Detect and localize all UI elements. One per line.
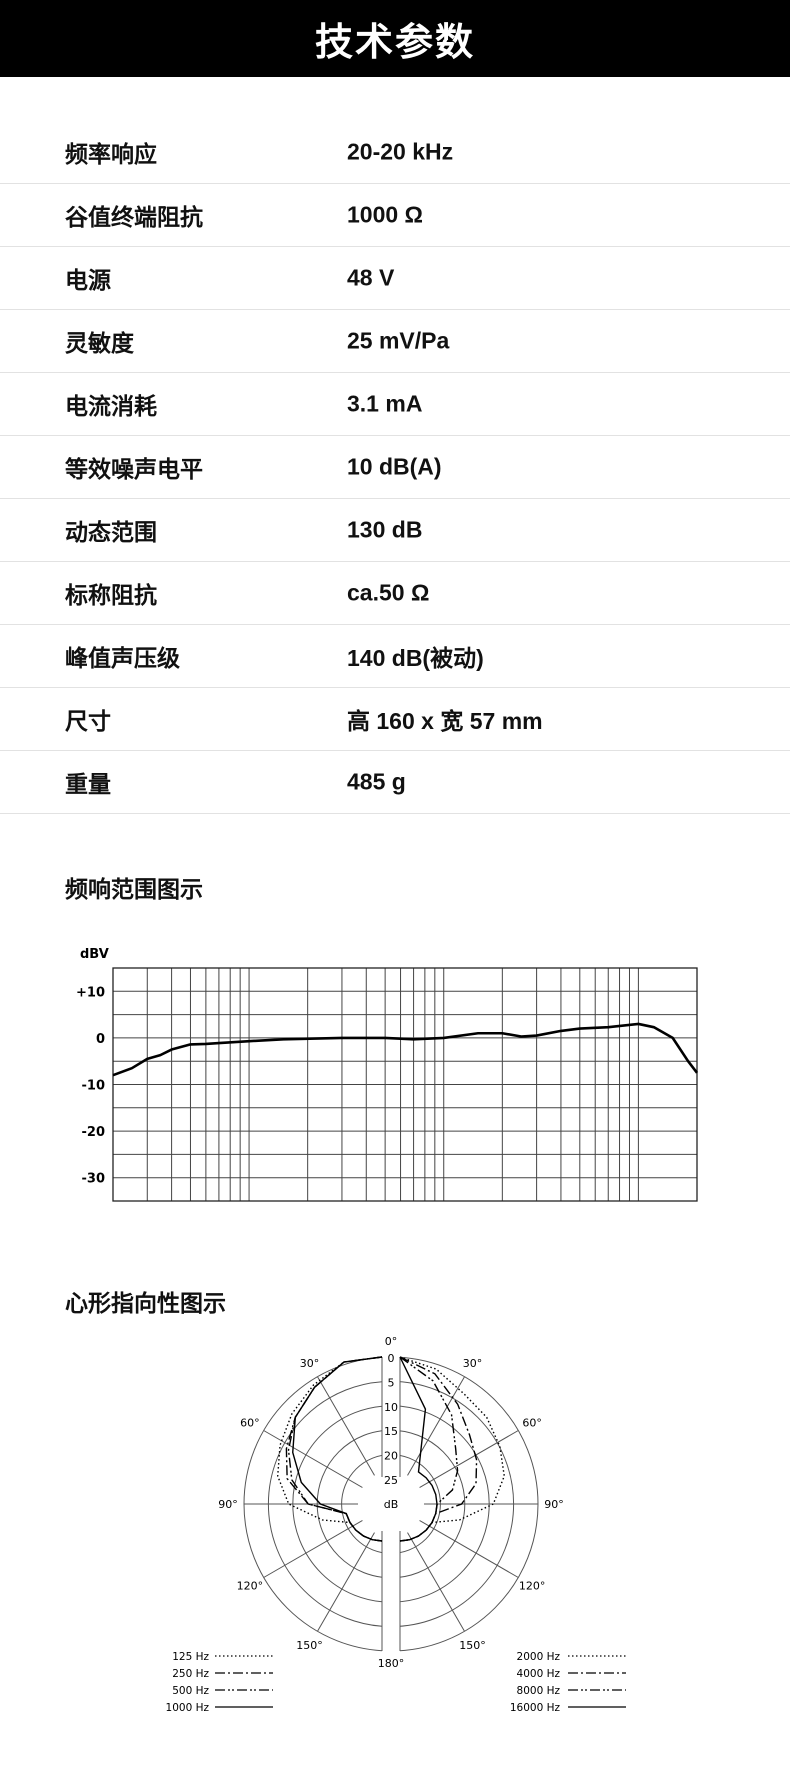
spec-row: 动态范围 130 dB bbox=[0, 498, 790, 562]
spec-label: 动态范围 bbox=[65, 518, 157, 545]
ring-label: 15 bbox=[384, 1425, 398, 1438]
y-tick-label: 0 bbox=[96, 1032, 105, 1047]
ring-label: 25 bbox=[384, 1474, 398, 1487]
ring-label: 10 bbox=[384, 1401, 398, 1414]
angle-label: 90° bbox=[218, 1498, 238, 1511]
spec-label: 尺寸 bbox=[65, 707, 111, 734]
spec-row: 峰值声压级 140 dB(被动) bbox=[0, 624, 790, 688]
spec-row: 电流消耗 3.1 mA bbox=[0, 372, 790, 436]
angle-label: 120° bbox=[519, 1580, 546, 1593]
angle-label: 150° bbox=[459, 1639, 486, 1652]
spec-row: 灵敏度 25 mV/Pa bbox=[0, 309, 790, 373]
spec-row: 重量 485 g bbox=[0, 750, 790, 814]
center-hole bbox=[358, 1471, 424, 1537]
spec-value: ca.50 Ω bbox=[347, 579, 430, 605]
spec-value: 20-20 kHz bbox=[347, 138, 454, 164]
angle-label: 60° bbox=[522, 1417, 542, 1430]
angle-label: 150° bbox=[296, 1639, 323, 1652]
legend-label: 500 Hz bbox=[172, 1685, 209, 1697]
angle-label: 30° bbox=[463, 1357, 483, 1370]
legend-label: 16000 Hz bbox=[510, 1702, 561, 1714]
legend-label: 4000 Hz bbox=[517, 1668, 561, 1680]
spec-label: 峰值声压级 bbox=[65, 644, 180, 671]
angle-label: 0° bbox=[385, 1335, 398, 1348]
angle-label: 120° bbox=[237, 1580, 264, 1593]
angle-label: 180° bbox=[378, 1657, 405, 1670]
y-axis-label: dBV bbox=[80, 947, 109, 962]
y-tick-label: +10 bbox=[76, 985, 105, 1000]
spec-row: 等效噪声电平 10 dB(A) bbox=[0, 435, 790, 499]
spec-value: 485 g bbox=[347, 768, 406, 794]
polar-curve bbox=[292, 1356, 383, 1542]
y-tick-label: -30 bbox=[82, 1172, 106, 1187]
polar-pattern-chart: 0 5 10 15 20 25 dB 0° 180° 30° 30° 60° 60° 90° 90° 120°… bbox=[166, 1335, 626, 1714]
spec-label: 电流消耗 bbox=[65, 392, 157, 419]
spec-value: 25 mV/Pa bbox=[347, 327, 450, 353]
spec-row: 频率响应 20-20 kHz bbox=[0, 120, 790, 184]
spec-value: 高 160 x 宽 57 mm bbox=[347, 707, 543, 734]
spec-label: 等效噪声电平 bbox=[65, 455, 203, 482]
plot-frame bbox=[112, 967, 698, 1202]
page-header: 技术参数 bbox=[0, 0, 790, 77]
freq-section-title: 频响范围图示 bbox=[65, 876, 203, 902]
spec-row: 谷值终端阻抗 1000 Ω bbox=[0, 183, 790, 247]
polar-section-title: 心形指向性图示 bbox=[65, 1290, 226, 1316]
ring-label: 5 bbox=[388, 1376, 395, 1389]
unit-label: dB bbox=[384, 1498, 399, 1511]
spec-value: 130 dB bbox=[347, 516, 423, 542]
spec-label: 频率响应 bbox=[65, 140, 157, 167]
polar-curve bbox=[399, 1356, 438, 1542]
spec-value: 48 V bbox=[347, 264, 395, 290]
spec-value: 10 dB(A) bbox=[347, 453, 442, 479]
angle-label: 90° bbox=[544, 1498, 564, 1511]
spec-row: 标称阻抗 ca.50 Ω bbox=[0, 561, 790, 625]
y-tick-label: -10 bbox=[82, 1079, 106, 1094]
spec-label: 谷值终端阻抗 bbox=[65, 203, 203, 230]
legend-label: 8000 Hz bbox=[517, 1685, 561, 1697]
y-tick-label: -20 bbox=[82, 1125, 106, 1140]
spec-label: 标称阻抗 bbox=[65, 581, 157, 608]
spec-row: 尺寸 高 160 x 宽 57 mm bbox=[0, 687, 790, 751]
spec-row: 电源 48 V bbox=[0, 246, 790, 310]
spec-label: 电源 bbox=[65, 266, 111, 293]
legend-label: 1000 Hz bbox=[166, 1702, 210, 1714]
spec-value: 3.1 mA bbox=[347, 390, 423, 416]
spec-value: 1000 Ω bbox=[347, 201, 423, 227]
frequency-response-chart: +100-10-20-3020501002005001k2k5k10k20kdB… bbox=[76, 947, 699, 1202]
angle-label: 60° bbox=[240, 1417, 260, 1430]
legend-label: 125 Hz bbox=[172, 1651, 209, 1663]
angle-label: 30° bbox=[300, 1357, 320, 1370]
spec-value: 140 dB(被动) bbox=[347, 644, 484, 671]
spec-label: 灵敏度 bbox=[65, 329, 134, 356]
ring-label: 20 bbox=[384, 1450, 398, 1463]
legend-label: 2000 Hz bbox=[517, 1651, 561, 1663]
legend-label: 250 Hz bbox=[172, 1668, 209, 1680]
header-title: 技术参数 bbox=[314, 22, 475, 64]
ring-label: 0 bbox=[388, 1352, 395, 1365]
polar-curve bbox=[277, 1356, 383, 1542]
response-curve bbox=[112, 1022, 699, 1077]
spec-label: 重量 bbox=[65, 770, 111, 797]
